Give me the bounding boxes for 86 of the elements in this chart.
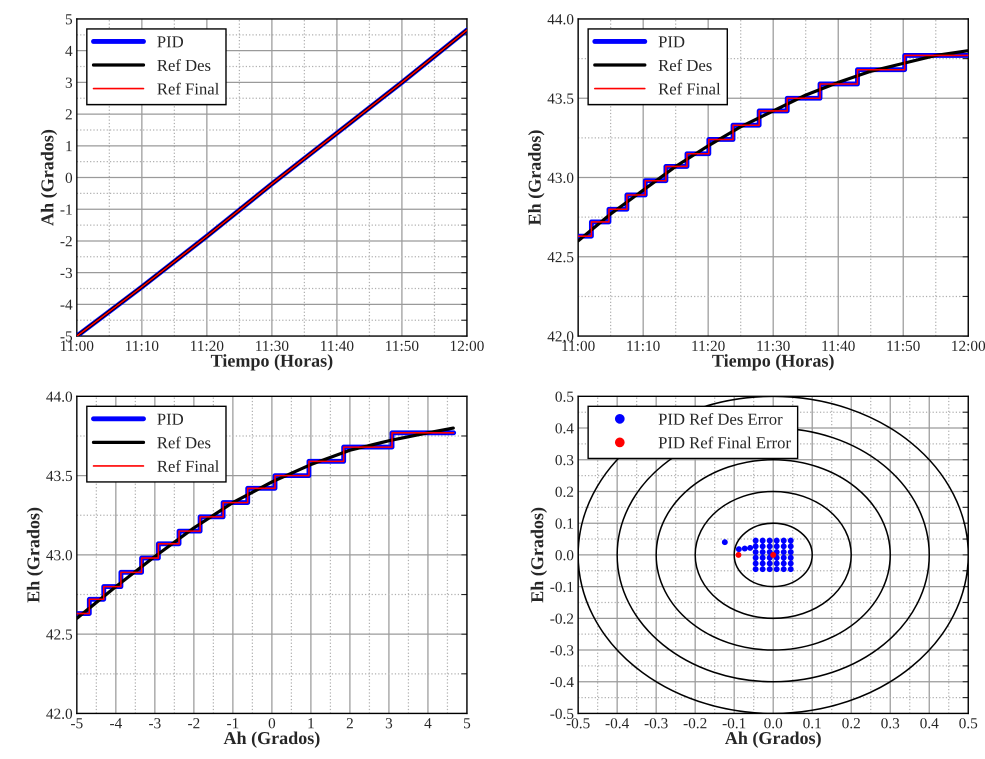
x-tick-label: 11:30	[256, 340, 288, 352]
y-tick-label: -5	[60, 331, 72, 342]
y-axis-title: Ah (Grados)	[40, 130, 58, 226]
x-tick-label: 11:30	[757, 340, 790, 352]
legend-label: Ref Des	[157, 436, 210, 448]
x-tick-label: 11:00	[61, 340, 94, 352]
y-axis-title: Eh (Grados)	[528, 130, 544, 226]
y-tick-label: 42.5	[548, 252, 574, 262]
x-axis-title: Ah (Grados)	[724, 731, 821, 748]
y-tick-label: -0.2	[550, 613, 574, 624]
x-tick-label: 11:10	[627, 340, 660, 352]
y-tick-label: -4	[60, 300, 72, 310]
x-tick-label: -4	[110, 718, 122, 728]
y-tick-label: 43.0	[548, 172, 574, 184]
x-tick-label: 3	[386, 718, 392, 728]
x-tick-label: 11:10	[126, 340, 158, 352]
legend-label: Ref Final	[157, 82, 219, 95]
y-tick-label: 0.1	[555, 518, 574, 529]
y-tick-label: -3	[60, 268, 72, 278]
y-axis-title: Eh (Grados)	[530, 508, 548, 602]
y-tick-label: 0.2	[555, 486, 574, 497]
x-tick-label: -0.4	[606, 718, 629, 728]
x-tick-label: 11:50	[887, 340, 920, 352]
x-tick-label: 0.3	[881, 718, 900, 728]
x-tick-label: 11:00	[562, 340, 595, 352]
y-tick-label: 44.0	[548, 14, 574, 24]
y-tick-label: 43.0	[46, 550, 72, 560]
x-tick-label: 4	[424, 718, 432, 728]
x-tick-label: 0.1	[803, 718, 821, 728]
y-axis-title: Eh (Grados)	[26, 508, 44, 602]
y-tick-label: 4	[65, 46, 72, 56]
x-tick-label: -0.5	[566, 718, 590, 728]
x-tick-label: 1	[308, 718, 314, 728]
x-tick-label: 0	[268, 718, 276, 728]
y-tick-label: -0.1	[550, 582, 574, 592]
y-tick-label: 3	[66, 78, 72, 88]
y-tick-label: 43.5	[46, 470, 72, 482]
y-tick-label: 0.5	[555, 391, 574, 402]
y-tick-label: 44.0	[46, 391, 72, 402]
x-tick-label: 11:40	[321, 340, 354, 352]
x-tick-label: 11:20	[692, 340, 725, 352]
x-axis-title: Ah (Grados)	[224, 731, 320, 748]
x-tick-label: 0.5	[959, 718, 978, 728]
y-tick-label: -0.3	[550, 645, 574, 656]
y-tick-label: 0	[66, 172, 72, 183]
y-tick-label: 42.5	[46, 629, 72, 640]
x-axis-title: Tiempo (Horas)	[712, 354, 834, 370]
legend-label: Ref Des	[658, 59, 712, 72]
y-tick-label: -0.4	[550, 676, 574, 688]
legend-label: PID Ref Final Error	[658, 436, 791, 448]
y-tick-label: 1	[66, 141, 72, 152]
x-tick-label: 0.2	[842, 718, 860, 728]
y-tick-label: 0.4	[555, 423, 574, 434]
y-tick-label: -1	[60, 204, 72, 215]
x-tick-label: -0.2	[684, 718, 706, 728]
x-tick-label: 2	[346, 718, 353, 728]
y-tick-label: 2	[66, 109, 72, 120]
x-tick-label: 11:40	[822, 340, 855, 352]
legend-label: PID	[157, 414, 184, 425]
x-tick-label: -0.3	[644, 718, 668, 728]
y-tick-label: -0.5	[550, 708, 574, 719]
legend-label: PID	[157, 36, 184, 48]
legend-label: Ref Final	[658, 82, 720, 95]
legend-label: Ref Final	[157, 460, 219, 472]
y-tick-label: 42.0	[46, 708, 72, 719]
x-tick-label: 0.0	[764, 718, 782, 728]
x-tick-label: -3	[149, 718, 161, 728]
x-tick-label: 5	[464, 718, 470, 728]
x-tick-label: -0.1	[722, 718, 746, 728]
x-tick-label: 11:50	[386, 340, 418, 352]
legend-label: PID	[658, 36, 684, 48]
x-tick-label: 0.4	[920, 718, 939, 728]
x-axis-title: Tiempo (Horas)	[210, 354, 332, 370]
y-tick-label: 43.5	[548, 93, 574, 104]
legend-label: Ref Des	[157, 59, 210, 72]
legend-label: PID Ref Des Error	[658, 412, 782, 425]
x-tick-label: 12:00	[450, 340, 484, 352]
y-tick-label: 5	[66, 14, 72, 24]
y-tick-label: 42.0	[548, 331, 574, 342]
x-tick-label: 12:00	[952, 340, 985, 352]
y-tick-label: -2	[60, 236, 72, 246]
y-tick-label: 0.0	[555, 550, 574, 560]
x-tick-label: 11:20	[191, 340, 224, 352]
x-tick-label: -1	[227, 718, 238, 728]
x-tick-label: -2	[188, 718, 200, 728]
y-tick-label: 0.3	[555, 454, 574, 466]
